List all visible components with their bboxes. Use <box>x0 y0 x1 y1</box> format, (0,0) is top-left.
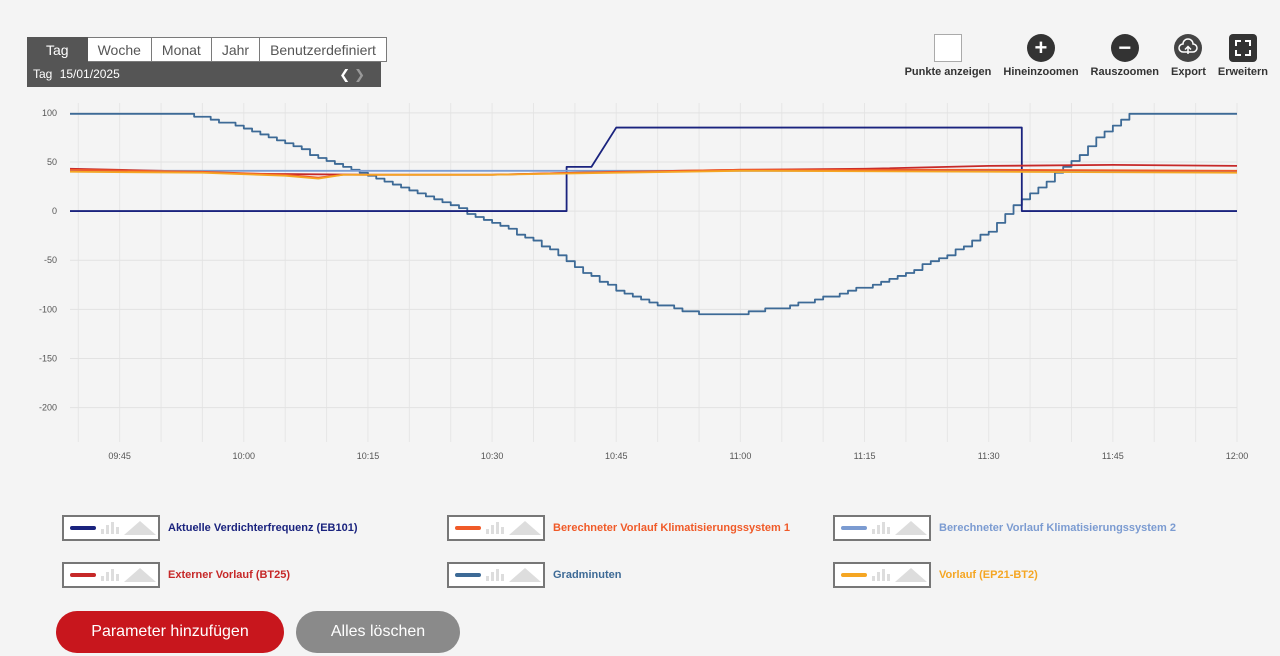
legend-toggle[interactable] <box>447 515 545 541</box>
tab-month[interactable]: Monat <box>151 37 212 62</box>
zoom-out-button[interactable]: − Rauszoomen <box>1091 34 1159 78</box>
clear-all-button[interactable]: Alles löschen <box>296 611 460 653</box>
bar-chart-icon <box>872 522 890 534</box>
series-line-3[interactable] <box>70 169 1238 173</box>
bar-chart-icon <box>101 522 119 534</box>
checkbox-icon[interactable] <box>933 34 962 62</box>
bar-chart-icon <box>872 569 890 581</box>
legend-item-flow-ep21[interactable]: Vorlauf (EP21-BT2) <box>833 562 1038 588</box>
area-chart-icon <box>124 568 156 582</box>
legend-label: Aktuelle Verdichterfrequenz (EB101) <box>168 522 358 534</box>
y-tick-label: 50 <box>47 157 57 167</box>
tab-day[interactable]: Tag <box>27 37 88 62</box>
legend-swatch <box>70 573 96 577</box>
series-line-5[interactable] <box>69 169 1238 180</box>
x-tick-label: 10:30 <box>481 451 504 461</box>
plot-area <box>70 103 1237 442</box>
x-tick-label: 11:15 <box>854 451 876 461</box>
legend-toggle[interactable] <box>833 515 931 541</box>
y-tick-label: -100 <box>39 304 57 314</box>
tab-week[interactable]: Woche <box>87 37 152 62</box>
chart-series <box>69 112 1238 316</box>
y-tick-label: 0 <box>52 206 57 216</box>
legend-toggle[interactable] <box>62 562 160 588</box>
legend-swatch <box>841 573 867 577</box>
period-selector: Tag Woche Monat Jahr Benutzerdefiniert T… <box>27 37 387 87</box>
legend-item-degree-minutes[interactable]: Gradminuten <box>447 562 621 588</box>
legend-item-external-flow[interactable]: Externer Vorlauf (BT25) <box>62 562 290 588</box>
period-range-label: Tag <box>33 67 53 81</box>
expand-button[interactable]: Erweitern <box>1218 34 1268 78</box>
export-label: Export <box>1171 66 1206 78</box>
x-tick-label: 11:30 <box>978 451 1000 461</box>
chevron-right-icon[interactable]: ❯ <box>354 67 369 82</box>
x-axis: 09:45 10:00 10:15 10:30 10:45 11:00 11:15 11:30… <box>108 451 1248 461</box>
y-tick-label: -200 <box>39 403 57 413</box>
area-chart-icon <box>895 521 927 535</box>
series-line-1[interactable] <box>70 126 1237 212</box>
legend-item-compressor-frequency[interactable]: Aktuelle Verdichterfrequenz (EB101) <box>62 515 358 541</box>
legend-toggle[interactable] <box>833 562 931 588</box>
period-range-bar: Tag 15/01/2025 ❮❯ <box>27 62 381 87</box>
chart-grid <box>70 103 1238 442</box>
y-tick-label: -150 <box>39 353 57 363</box>
legend-label: Gradminuten <box>553 569 622 581</box>
area-chart-icon <box>895 568 927 582</box>
legend-swatch <box>70 526 96 530</box>
fullscreen-icon <box>1228 34 1257 62</box>
legend-swatch <box>841 526 867 530</box>
x-tick-label: 10:45 <box>605 451 628 461</box>
add-parameter-button[interactable]: Parameter hinzufügen <box>56 611 284 653</box>
legend-item-calc-flow-1[interactable]: Berechneter Vorlauf Klimatisierungssyste… <box>447 515 790 541</box>
period-range-date: 15/01/2025 <box>59 67 120 81</box>
legend-label: Externer Vorlauf (BT25) <box>168 569 291 581</box>
x-tick-label: 12:00 <box>1226 451 1249 461</box>
tab-custom[interactable]: Benutzerdefiniert <box>260 37 387 62</box>
bar-chart-icon <box>101 569 119 581</box>
zoom-out-label: Rauszoomen <box>1090 66 1160 78</box>
zoom-in-label: Hineinzoomen <box>1003 66 1079 78</box>
y-tick-label: 100 <box>42 108 57 118</box>
area-chart-icon <box>509 568 541 582</box>
legend-label: Berechneter Vorlauf Klimatisierungssyste… <box>939 522 1176 534</box>
legend-toggle[interactable] <box>447 562 545 588</box>
plus-icon: + <box>1026 34 1055 62</box>
legend-item-calc-flow-2[interactable]: Berechneter Vorlauf Klimatisierungssyste… <box>833 515 1176 541</box>
expand-label: Erweitern <box>1217 66 1268 78</box>
x-tick-label: 10:00 <box>233 451 256 461</box>
bar-chart-icon <box>486 569 504 581</box>
export-button[interactable]: Export <box>1171 34 1206 78</box>
x-tick-label: 10:15 <box>357 451 380 461</box>
show-points-toggle[interactable]: Punkte anzeigen <box>904 34 992 78</box>
legend-toggle[interactable] <box>62 515 160 541</box>
period-nav: ❮❯ <box>339 62 369 87</box>
show-points-label: Punkte anzeigen <box>904 66 992 78</box>
x-tick-label: 09:45 <box>108 451 131 461</box>
bar-chart-icon <box>486 522 504 534</box>
x-tick-label: 11:45 <box>1102 451 1124 461</box>
line-chart[interactable]: 100 50 0 -50 -100 -150 -200 09:45 10:00 10:15 10:… <box>0 95 1280 470</box>
legend-swatch <box>455 526 481 530</box>
area-chart-icon <box>124 521 156 535</box>
tab-year[interactable]: Jahr <box>211 37 261 62</box>
legend-label: Vorlauf (EP21-BT2) <box>939 569 1038 581</box>
chevron-left-icon[interactable]: ❮ <box>339 67 355 82</box>
cloud-upload-icon <box>1174 34 1203 62</box>
area-chart-icon <box>509 521 541 535</box>
minus-icon: − <box>1110 34 1139 62</box>
legend-swatch <box>455 573 481 577</box>
zoom-in-button[interactable]: + Hineinzoomen <box>1003 34 1079 78</box>
y-tick-label: -50 <box>44 255 57 265</box>
legend-label: Berechneter Vorlauf Klimatisierungssyste… <box>553 522 790 534</box>
period-tabs: Tag Woche Monat Jahr Benutzerdefiniert <box>27 37 387 62</box>
x-tick-label: 11:00 <box>729 451 751 461</box>
y-axis: 100 50 0 -50 -100 -150 -200 <box>39 108 57 413</box>
chart-toolbar: Punkte anzeigen + Hineinzoomen − Rauszoo… <box>893 34 1268 78</box>
